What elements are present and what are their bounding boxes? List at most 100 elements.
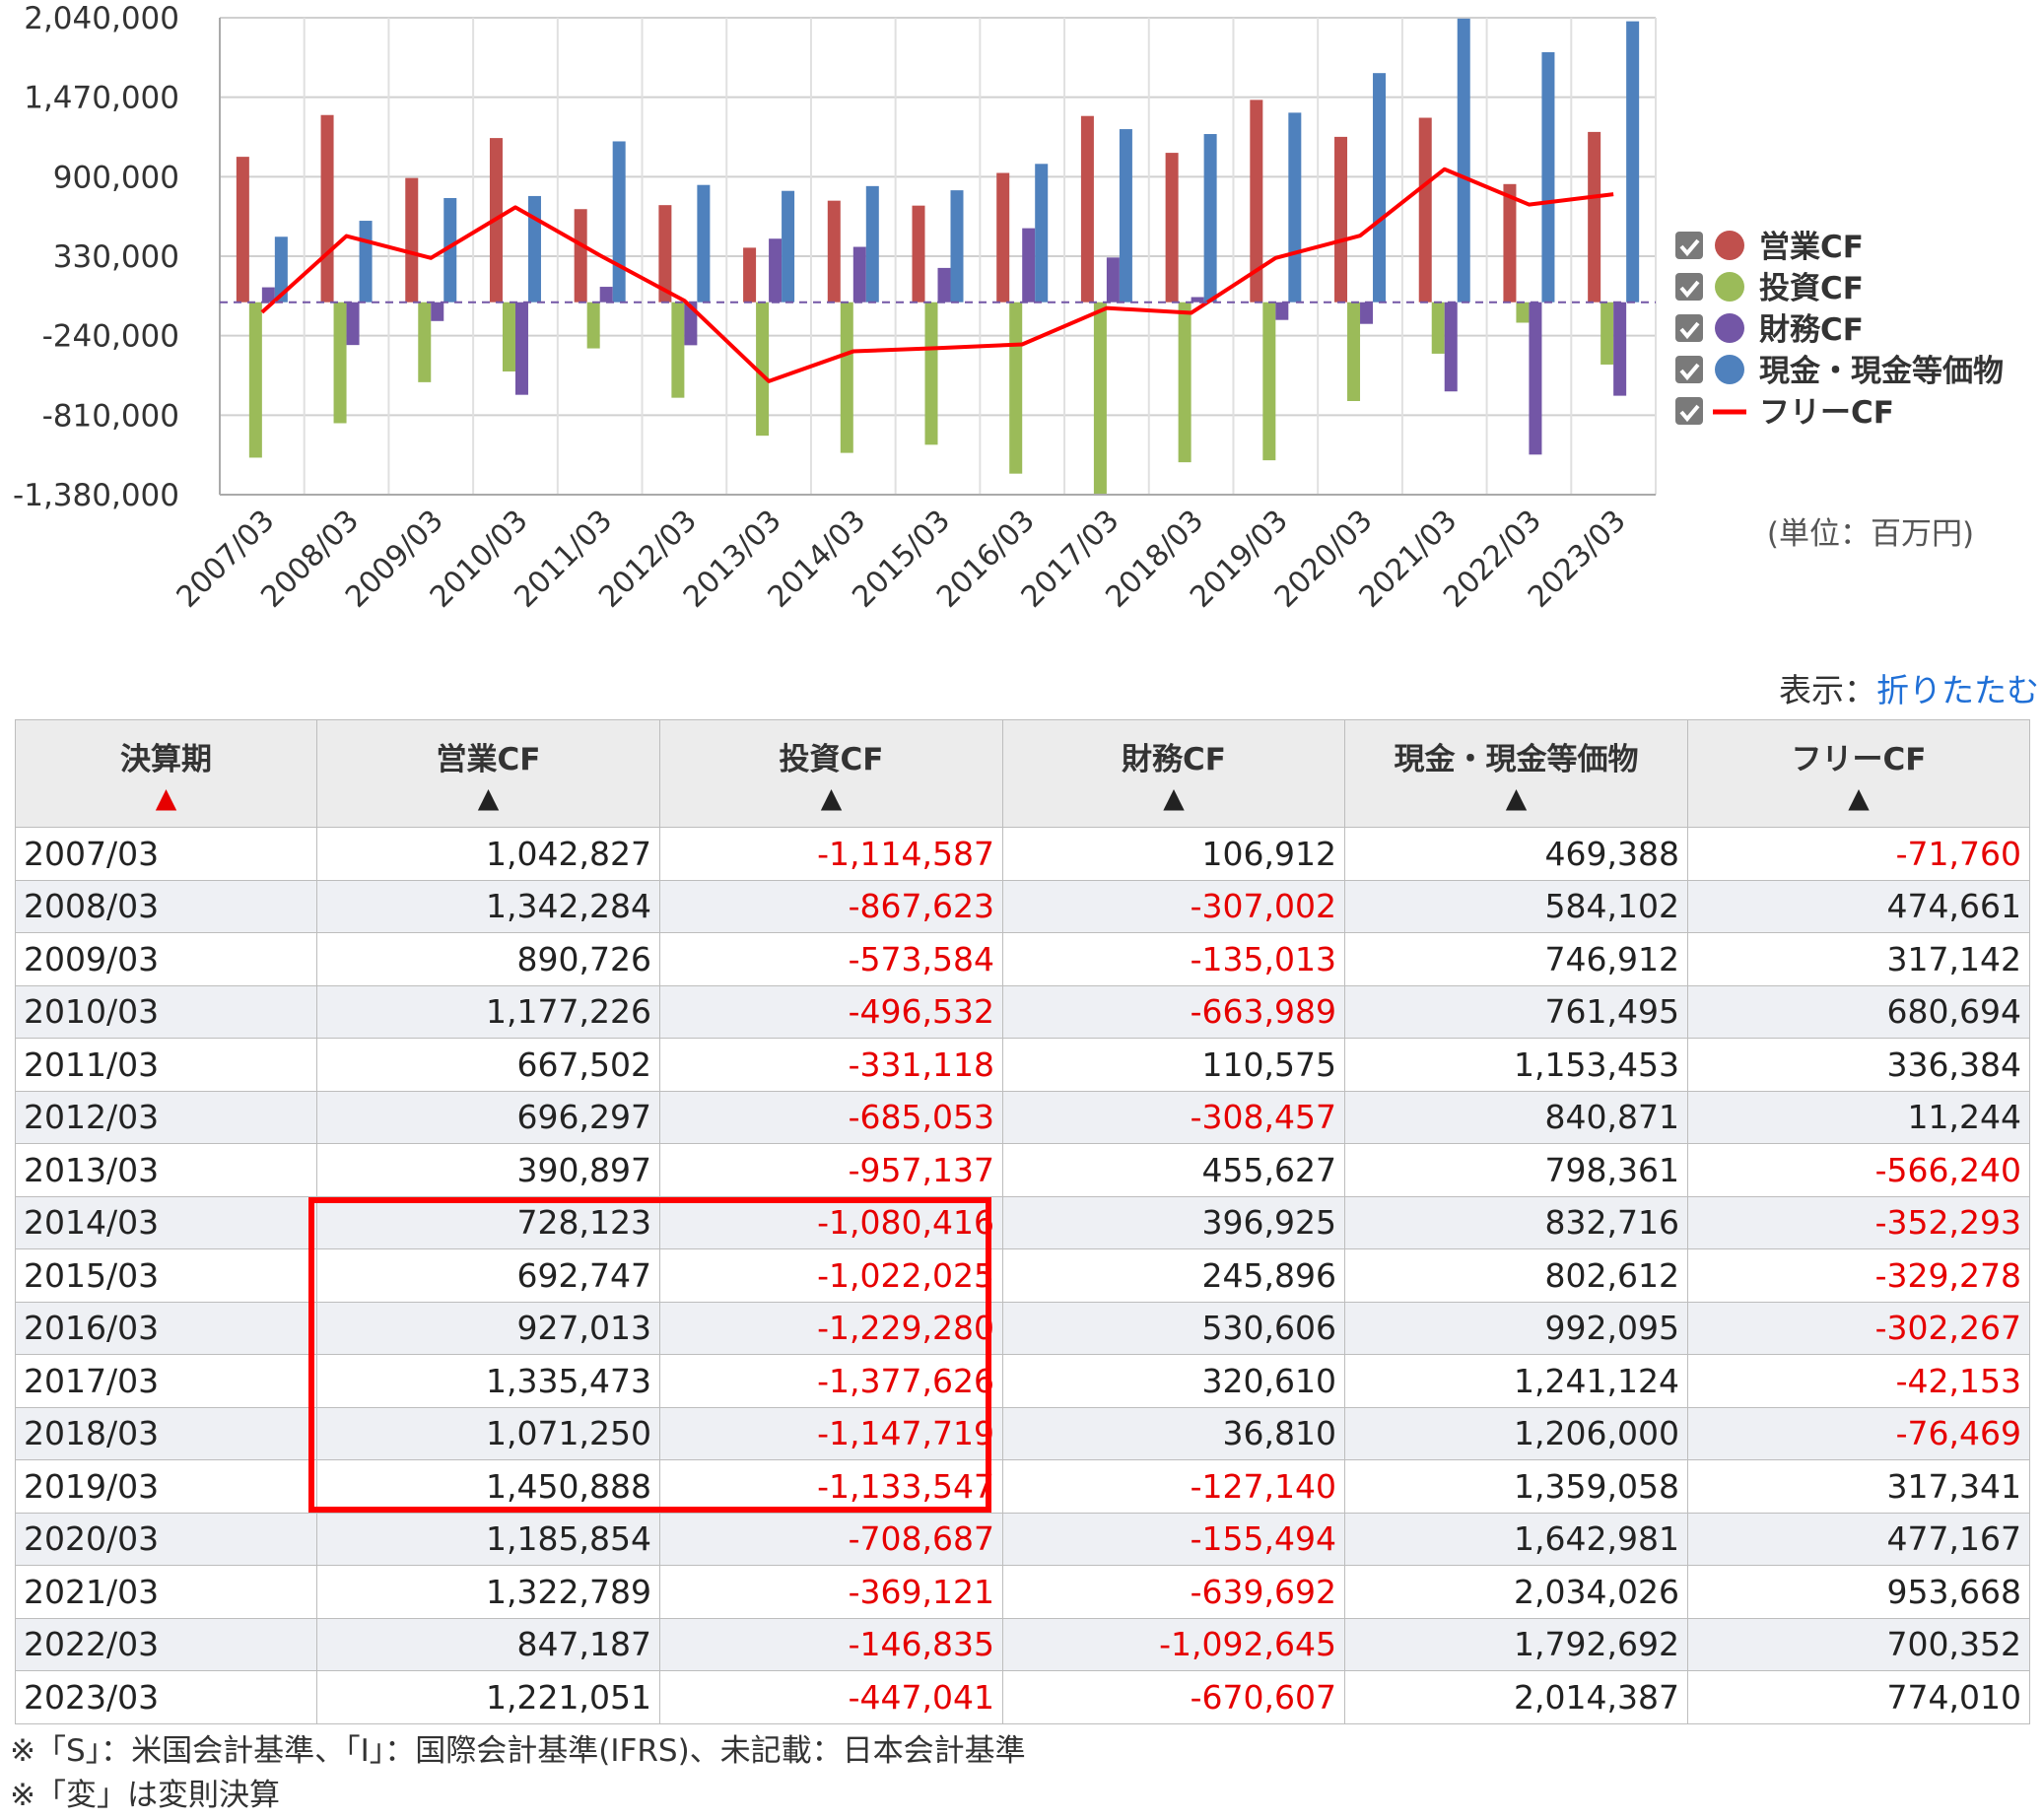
sort-arrow-icon[interactable]: ▲ [1505,780,1528,814]
y-tick-label: -240,000 [42,319,179,355]
value-cell: 1,241,124 [1344,1354,1688,1408]
legend-checkbox[interactable] [1675,314,1703,342]
value-cell: -76,469 [1687,1406,2030,1460]
table-row: 2014/03 728,123 -1,080,416 396,925 832,716 -3… [15,1195,2030,1249]
value-cell: 584,102 [1344,879,1688,933]
sort-arrow-icon[interactable]: ▲ [1163,780,1185,814]
footnote-irregular: ※「変」は変則決算 [10,1778,280,1813]
value-cell: 761,495 [1344,984,1688,1039]
value-cell: 802,612 [1344,1248,1688,1303]
period-cell: 2018/03 [15,1406,317,1460]
value-cell: 36,810 [1002,1406,1345,1460]
period-cell: 2012/03 [15,1090,317,1144]
column-header-label: 投資CF [779,741,884,777]
bar [924,302,938,445]
bar [261,287,275,303]
bar [1009,302,1023,474]
period-cell: 2022/03 [15,1617,317,1671]
value-cell: -71,760 [1687,827,2030,881]
value-cell: 1,342,284 [316,879,660,933]
period-cell: 2007/03 [15,827,317,881]
bar [743,247,757,303]
bar [1541,51,1555,303]
sort-arrow-icon[interactable]: ▲ [477,780,500,814]
value-cell: -1,022,025 [659,1248,1003,1303]
period-cell: 2016/03 [15,1301,317,1355]
table-row: 2016/03 927,013 -1,229,280 530,606 992,095 -3… [15,1301,2030,1355]
column-header: 現金・現金等価物 ▲ [1344,719,1688,828]
bar [1250,100,1263,303]
display-toggle: 表示： 折りたたむ [1779,666,2043,709]
value-cell: -566,240 [1687,1143,2030,1197]
bar [359,221,373,303]
unit-label: (単位：百万円) [1767,516,1974,552]
legend-label: 投資CF [1759,271,1864,306]
bar [1529,302,1542,455]
bar [248,302,262,458]
value-cell: 680,694 [1687,984,2030,1039]
bar [418,302,432,382]
bar [1360,302,1374,324]
bar [1093,302,1107,495]
value-cell: -639,692 [1002,1565,1345,1619]
column-header-label: 財務CF [1122,741,1226,777]
period-cell: 2017/03 [15,1354,317,1408]
y-tick-label: 330,000 [53,239,179,275]
bar [1080,115,1094,303]
value-cell: -1,147,719 [659,1406,1003,1460]
value-cell: -352,293 [1687,1195,2030,1249]
value-cell: -1,133,547 [659,1459,1003,1514]
free-cf-line [260,167,1614,383]
value-cell: 2,034,026 [1344,1565,1688,1619]
bar [1373,73,1387,303]
legend-checkbox[interactable] [1675,397,1703,425]
value-cell: 455,627 [1002,1143,1345,1197]
table-row: 2022/03 847,187 -146,835 -1,092,645 1,792,69… [15,1617,2030,1671]
value-cell: -1,114,587 [659,827,1003,881]
sort-arrow-icon[interactable]: ▲ [820,780,843,814]
value-cell: 992,095 [1344,1301,1688,1355]
value-cell: 1,335,473 [316,1354,660,1408]
sort-arrow-icon[interactable]: ▲ [1848,780,1870,814]
legend-checkbox[interactable] [1675,356,1703,383]
y-tick-label: 2,040,000 [24,1,179,36]
value-cell: -670,607 [1002,1670,1345,1724]
bar [346,302,360,346]
period-cell: 2008/03 [15,879,317,933]
value-cell: 469,388 [1344,827,1688,881]
column-header-label: 現金・現金等価物 [1394,741,1639,777]
column-header: 財務CF ▲ [1002,719,1345,828]
bar [1588,131,1601,303]
value-cell: 477,167 [1687,1512,2030,1566]
legend-marker [1715,272,1744,302]
table-row: 2011/03 667,502 -331,118 110,575 1,153,453 33… [15,1038,2030,1092]
legend-checkbox[interactable] [1675,273,1703,301]
sort-arrow-icon[interactable]: ▲ [155,780,177,814]
bar [1178,302,1192,463]
value-cell: 2,014,387 [1344,1670,1688,1724]
value-cell: -1,080,416 [659,1195,1003,1249]
bar [612,141,626,303]
check-icon [1679,363,1700,381]
value-cell: 1,322,789 [316,1565,660,1619]
bar [320,114,334,303]
bar [1165,153,1179,303]
period-cell: 2011/03 [15,1038,317,1092]
legend-checkbox[interactable] [1675,232,1703,259]
table-row: 2010/03 1,177,226 -496,532 -663,989 761,495 6… [15,984,2030,1039]
bar [599,287,613,303]
cashflow-chart: 2,040,000 1,470,000 900,000 330,000 -240,000… [13,1,2004,615]
value-cell: 1,792,692 [1344,1617,1688,1671]
value-cell: -302,267 [1687,1301,2030,1355]
value-cell: 692,747 [316,1248,660,1303]
value-cell: -308,457 [1002,1090,1345,1144]
bar [1418,117,1432,303]
value-cell: -369,121 [659,1565,1003,1619]
collapse-link[interactable]: 折りたたむ [1876,671,2039,709]
bar [443,197,457,303]
bar [827,200,841,303]
value-cell: -135,013 [1002,932,1345,986]
cashflow-table: 決算期 ▲ 営業CF ▲ 投資CF ▲ 財務CF ▲ 現金・現金等価物 ▲ フリーCF ▲ 2007/… [15,719,2030,1724]
y-tick-label: 900,000 [53,160,179,195]
bar [996,172,1010,303]
